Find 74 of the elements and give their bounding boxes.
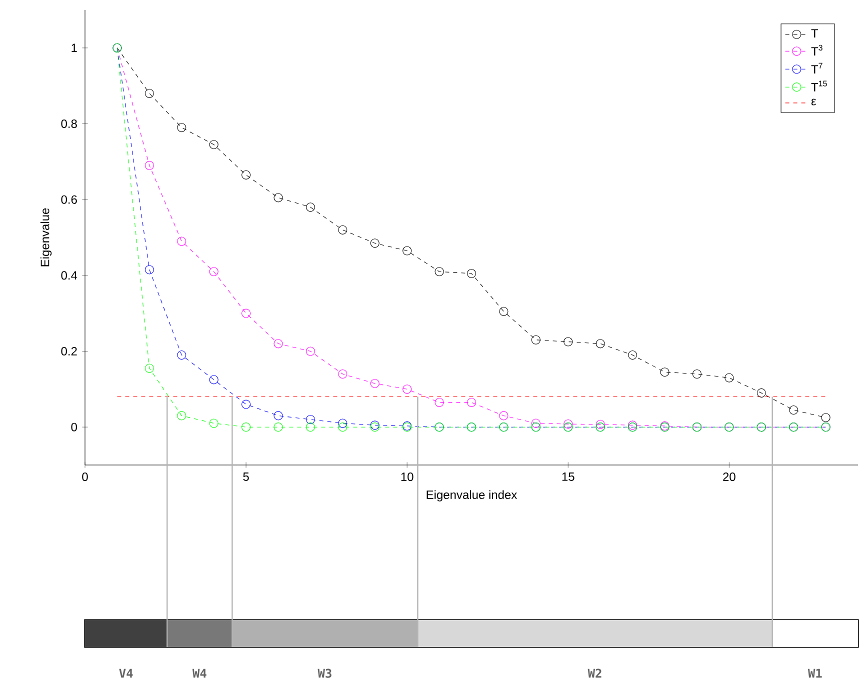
point	[144, 160, 154, 170]
point	[531, 335, 540, 344]
x-tick-label: 20	[723, 472, 736, 482]
point	[144, 364, 154, 373]
point	[338, 369, 348, 379]
point	[209, 418, 218, 428]
y-tick-label: 0.2	[61, 346, 77, 356]
point	[209, 375, 218, 384]
x-tick-label: 15	[562, 472, 574, 481]
legend-label: T$^{15}$	[811, 80, 827, 92]
x-tick-label: 0	[82, 472, 88, 482]
text: W3	[318, 668, 332, 678]
point	[338, 225, 348, 234]
point	[466, 268, 476, 278]
point	[274, 422, 283, 432]
point	[434, 267, 444, 276]
y-tick-label: 0.8	[61, 119, 77, 128]
point	[499, 411, 508, 420]
point	[242, 308, 251, 318]
legend-label: ε	[811, 98, 816, 106]
point	[177, 123, 186, 132]
point	[596, 339, 605, 348]
x-tick-label: 5	[243, 472, 249, 481]
point	[692, 369, 702, 379]
point	[789, 405, 798, 415]
point	[144, 265, 154, 274]
point	[209, 140, 218, 150]
point	[338, 422, 348, 432]
text: V4	[119, 668, 133, 678]
x-axis-title: Eigenvalue index	[426, 490, 518, 502]
point	[370, 378, 380, 388]
point	[306, 202, 315, 212]
point	[306, 414, 315, 424]
point	[402, 384, 412, 394]
point	[306, 346, 315, 356]
point	[660, 368, 670, 377]
point	[144, 88, 154, 98]
point	[756, 388, 766, 398]
point	[370, 238, 380, 248]
point	[531, 418, 540, 428]
legend-label: T$^{3}$	[811, 44, 822, 56]
point	[306, 422, 315, 432]
point	[338, 418, 348, 428]
point	[242, 400, 251, 409]
point	[177, 350, 186, 360]
point	[499, 306, 508, 316]
point	[564, 337, 573, 346]
point	[177, 236, 186, 246]
text: W1	[808, 668, 822, 678]
point	[274, 411, 283, 420]
y-axis-title: Eigenvalue	[40, 208, 52, 266]
point	[628, 350, 638, 360]
y-tick-label: 1	[72, 44, 77, 52]
x-tick-label: 10	[401, 472, 414, 482]
point	[274, 193, 283, 202]
y-tick-label: 0	[71, 422, 77, 432]
point	[242, 422, 251, 432]
text: W2	[588, 668, 602, 678]
y-tick-label: 0.4	[61, 271, 78, 280]
point	[821, 413, 830, 422]
y-tick-label: 0.6	[61, 195, 77, 204]
point	[209, 267, 218, 276]
point	[466, 398, 476, 407]
point	[596, 420, 605, 429]
point	[242, 170, 251, 180]
text: W4	[192, 668, 206, 678]
point	[177, 411, 186, 420]
point	[564, 420, 573, 429]
legend-label: T$^{7}$	[811, 62, 822, 74]
point	[402, 246, 412, 256]
point	[724, 373, 734, 382]
point	[434, 398, 444, 407]
legend-label: T	[811, 29, 818, 38]
point	[274, 339, 283, 348]
